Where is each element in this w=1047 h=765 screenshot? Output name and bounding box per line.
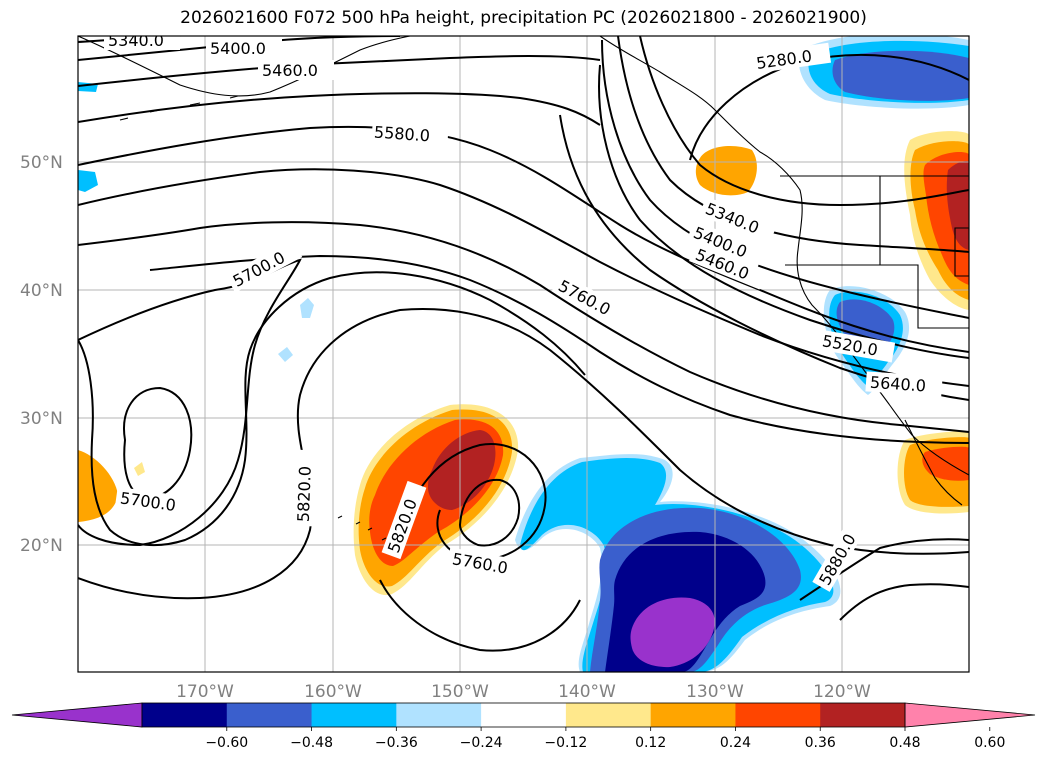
colorbar-swatch: [565, 703, 652, 727]
contour-5820: [78, 308, 969, 600]
contour-5700-loop: [78, 258, 302, 547]
precip-area-south-core: [630, 597, 715, 668]
map-plot-area: 5340.0 5400.0 5460.0 5580.0 5280.0 5700.…: [78, 31, 969, 672]
contour-5520-north: [78, 92, 601, 126]
lon-label-120w: 120°W: [813, 682, 871, 702]
colorbar-tick-label: −0.36: [375, 735, 418, 751]
lat-label-20n: 20°N: [20, 536, 63, 556]
contour-label: 5460.0: [262, 61, 318, 80]
precip-speck-1: [300, 298, 314, 318]
lon-label-130w: 130°W: [686, 682, 744, 702]
colorbar-swatch: [735, 703, 821, 727]
colorbar-swatch: [396, 703, 482, 727]
precip-area-central-core: [428, 430, 496, 510]
contour-label: 5820.0: [294, 466, 315, 523]
contour-5460-north: [78, 55, 601, 87]
colorbar-swatch: [481, 703, 567, 727]
precip-speck-2: [278, 347, 293, 362]
colorbar-tick-label: 0.24: [720, 735, 751, 751]
precip-speck-3: [78, 170, 98, 192]
colorbar-swatch: [820, 703, 906, 727]
precip-area-canada-neg-core: [832, 50, 969, 101]
contour-5580: [78, 125, 969, 353]
colorbar-tick-label: −0.24: [460, 735, 503, 751]
contour-5760-low: [78, 271, 586, 547]
lat-label-40n: 40°N: [20, 281, 63, 301]
lon-label-170w: 170°W: [176, 682, 234, 702]
precip-area-west-edge: [78, 450, 118, 522]
colorbar-tick-label: −0.48: [290, 735, 333, 751]
latitude-labels: 50°N 40°N 30°N 20°N: [20, 153, 63, 556]
colorbar-swatch: [650, 703, 736, 727]
colorbar-swatch: [311, 703, 397, 727]
contour-label: 5340.0: [108, 31, 164, 50]
map-title: 2026021600 F072 500 hPa height, precipit…: [180, 8, 867, 28]
colorbar-tick-label: 0.60: [974, 735, 1005, 751]
colorbar-tick-label: −0.60: [205, 735, 248, 751]
coastlines: [78, 36, 969, 553]
precipitation-shading: [78, 36, 969, 672]
contour-5760-small-loop: [458, 478, 520, 547]
contour-label: 5400.0: [210, 39, 266, 58]
precip-area-baja-core: [922, 446, 969, 481]
lat-label-30n: 30°N: [20, 409, 63, 429]
contour-label: 5640.0: [869, 373, 926, 396]
longitude-labels: 170°W 160°W 150°W 140°W 130°W 120°W: [176, 682, 871, 702]
contour-label: 5580.0: [373, 123, 430, 146]
contour-5760: [149, 254, 969, 444]
contour-5340-loop: [639, 36, 969, 207]
contour-5820-south: [379, 579, 581, 652]
colorbar-frame: [141, 702, 906, 728]
colorbar: −0.60 −0.48 −0.36 −0.24 −0.12 0.12 0.24 0.36 0.4…: [11, 702, 1036, 751]
contour-5700: [78, 221, 969, 433]
lon-label-140w: 140°W: [558, 682, 616, 702]
colorbar-swatch: [226, 703, 313, 727]
contour-5640-north: [78, 168, 969, 387]
colorbar-tick-label: 0.48: [889, 735, 920, 751]
colorbar-tick-label: −0.12: [544, 735, 587, 751]
lon-label-150w: 150°W: [431, 682, 489, 702]
lat-label-50n: 50°N: [20, 153, 63, 173]
colorbar-tick-label: 0.12: [635, 735, 666, 751]
lon-label-160w: 160°W: [304, 682, 362, 702]
precip-area-hawaii-dot: [134, 462, 145, 476]
precip-area-vancouver: [695, 146, 757, 196]
map-frame: [77, 35, 970, 673]
colorbar-extend-low: [11, 702, 143, 728]
colorbar-extend-high: [904, 702, 1036, 728]
colorbar-swatch: [142, 703, 228, 727]
colorbar-tick-label: 0.36: [805, 735, 836, 751]
